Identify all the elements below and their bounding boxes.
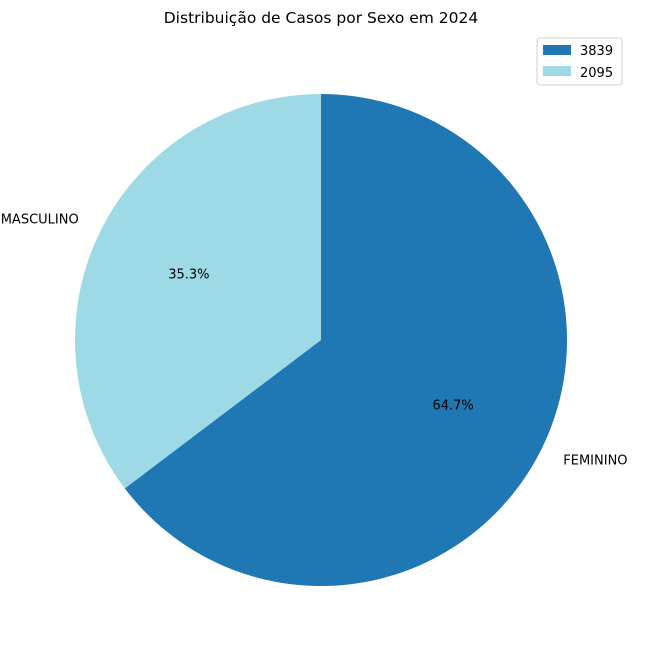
pie-slices [74, 94, 567, 586]
legend-swatch-2095 [543, 66, 571, 76]
pie-label-masculino: MASCULINO [1, 212, 79, 227]
pie-label-feminino: FEMININO [563, 454, 627, 469]
pie-slice-feminino [124, 94, 567, 586]
legend: 3839 2095 [536, 37, 623, 86]
pie-slice-masculino [74, 94, 321, 489]
pie-percent-masculino: 35.3% [168, 267, 209, 282]
pie-labels: FEMININO 64.7% MASCULINO 35.3% [1, 212, 628, 468]
legend-label-3839: 3839 [580, 44, 613, 59]
legend-label-2095: 2095 [580, 66, 613, 81]
legend-swatch-3839 [543, 45, 571, 55]
chart-title: Distribuição de Casos por Sexo em 2024 [164, 9, 479, 27]
pie-percent-feminino: 64.7% [432, 399, 473, 414]
